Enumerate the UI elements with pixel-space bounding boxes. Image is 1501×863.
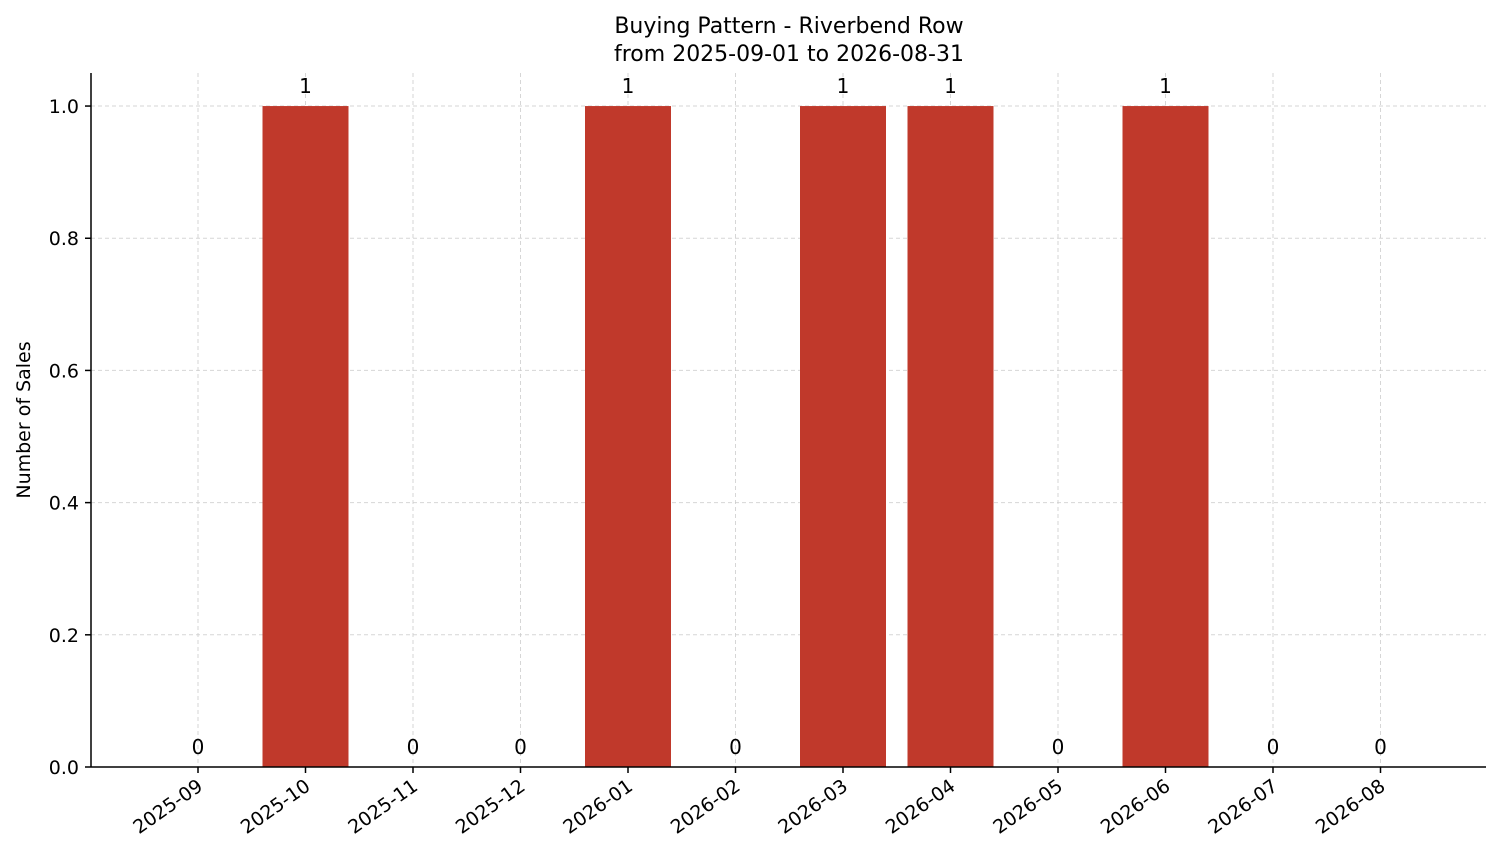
bar-value-label: 0	[514, 735, 527, 759]
bar-value-label: 0	[407, 735, 420, 759]
x-tick-label: 2026-05	[989, 775, 1067, 839]
x-tick-label: 2025-09	[129, 775, 207, 839]
bar	[262, 106, 349, 768]
y-axis-label: Number of Sales	[13, 341, 35, 498]
x-tick-label: 2025-10	[237, 775, 315, 839]
y-tick-label: 0.8	[49, 228, 79, 250]
chart-title: Buying Pattern - Riverbend Row	[614, 14, 963, 39]
x-tick-label: 2026-06	[1097, 775, 1175, 839]
x-tick-label: 2026-02	[667, 775, 745, 839]
bar-value-label: 1	[1159, 74, 1172, 98]
x-tick-label: 2026-07	[1204, 775, 1282, 839]
bar-value-label: 0	[192, 735, 205, 759]
y-tick-label: 0.4	[49, 493, 79, 515]
y-tick-label: 0.6	[49, 360, 79, 382]
bar	[1122, 106, 1209, 768]
y-tick-label: 1.0	[49, 96, 79, 118]
x-tick-label: 2026-04	[882, 775, 960, 839]
x-tick-label: 2026-01	[559, 775, 637, 839]
bar-value-label: 0	[729, 735, 742, 759]
bar-value-label: 0	[1267, 735, 1280, 759]
bar-value-label: 0	[1052, 735, 1065, 759]
bar	[585, 106, 671, 768]
bar-value-label: 1	[299, 74, 312, 98]
bar-value-label: 1	[944, 74, 957, 98]
x-tick-label: 2025-11	[344, 775, 422, 839]
bar-value-label: 1	[622, 74, 635, 98]
bar	[800, 106, 886, 768]
y-tick-label: 0.2	[49, 625, 79, 647]
y-tick-label: 0.0	[49, 757, 79, 779]
bar-value-label: 1	[837, 74, 850, 98]
bars	[262, 106, 1209, 768]
x-tick-label: 2025-12	[452, 775, 530, 839]
x-ticks: 2025-09 2025-10 2025-11 2025-12 2026-01 2026-…	[129, 767, 1389, 839]
bar-labels: 0 1 0 0 1 0 1 1 0 1 0 0	[192, 74, 1387, 759]
x-tick-label: 2026-03	[774, 775, 852, 839]
chart-subtitle: from 2025-09-01 to 2026-08-31	[614, 42, 964, 67]
bar-value-label: 0	[1374, 735, 1387, 759]
y-ticks: 0.0 0.2 0.4 0.6 0.8 1.0	[49, 96, 91, 779]
x-tick-label: 2026-08	[1312, 775, 1390, 839]
axes-spines	[90, 73, 1486, 768]
bar	[907, 106, 994, 768]
